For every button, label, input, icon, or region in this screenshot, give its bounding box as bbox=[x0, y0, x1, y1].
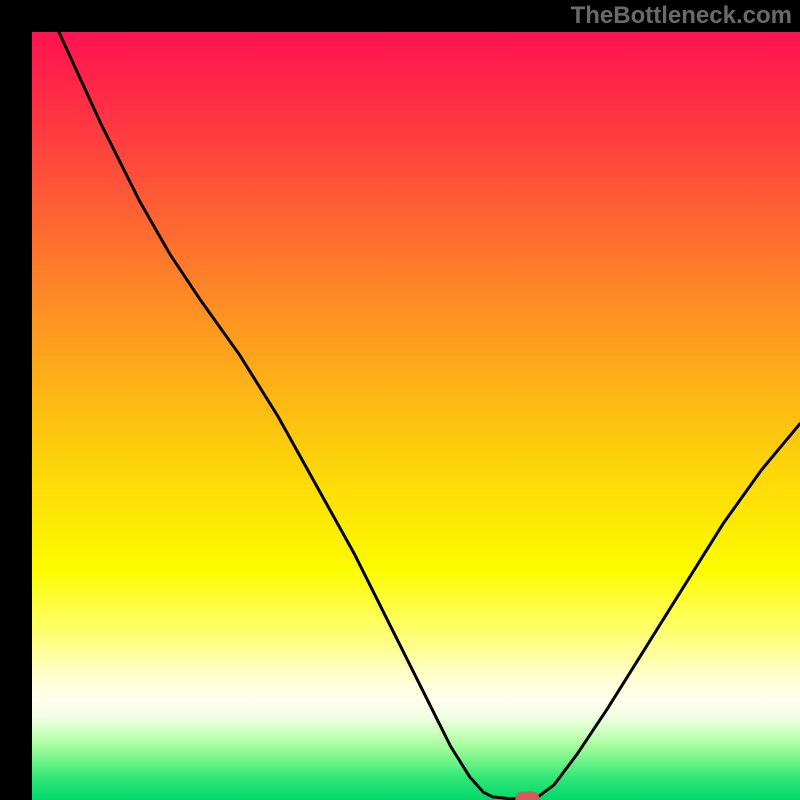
watermark-text: TheBottleneck.com bbox=[571, 2, 792, 30]
current-config-marker bbox=[515, 791, 539, 800]
chart-stage: TheBottleneck.com bbox=[0, 0, 800, 800]
chart-svg bbox=[0, 0, 800, 800]
plot-background bbox=[32, 32, 800, 800]
